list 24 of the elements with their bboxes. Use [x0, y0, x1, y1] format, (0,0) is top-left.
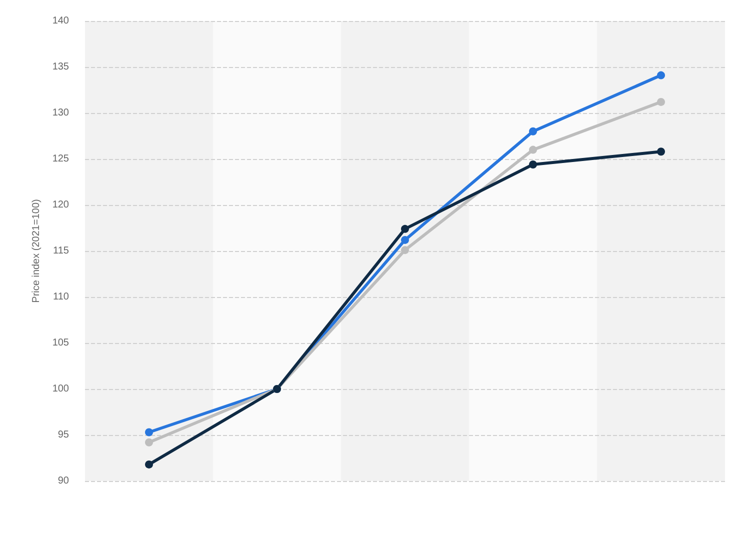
y-tick-label: 120 [52, 200, 70, 210]
y-tick-label: 115 [53, 246, 70, 256]
point [145, 428, 153, 436]
point [657, 148, 665, 156]
y-tick-label: 95 [58, 430, 70, 440]
point [529, 127, 537, 136]
y-tick-label: 130 [52, 108, 70, 118]
y-tick-label: 90 [58, 476, 70, 486]
point [401, 246, 409, 254]
point [145, 460, 153, 468]
y-axis-title: Price index (2021=100) [30, 199, 42, 303]
point [657, 98, 665, 106]
y-tick-label: 140 [52, 16, 70, 26]
point [529, 160, 537, 169]
y-tick-label: 135 [52, 62, 70, 72]
point [401, 224, 409, 233]
y-tick-label: 100 [52, 384, 70, 394]
y-tick-label: 110 [53, 292, 70, 302]
y-tick-label: 125 [52, 154, 70, 164]
point [145, 438, 153, 446]
point [657, 71, 665, 80]
y-tick-label: 105 [52, 338, 70, 348]
point [529, 146, 537, 154]
point [401, 236, 409, 244]
